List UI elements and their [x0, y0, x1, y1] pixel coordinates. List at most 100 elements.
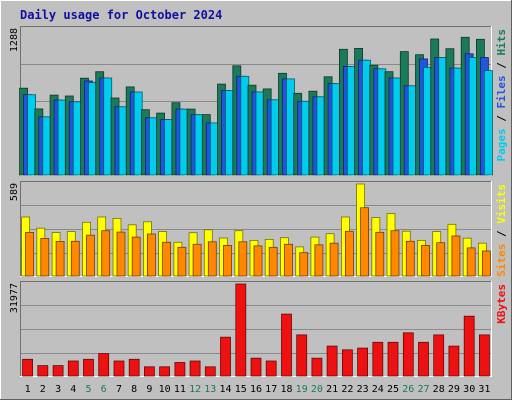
bar-kbytes-day-22	[341, 349, 353, 377]
bar-sites-day-14	[223, 244, 232, 277]
x-tick-day-31: 31	[478, 384, 490, 395]
legend-sites: Sites	[495, 244, 508, 277]
bar-kbytes-day-12	[189, 360, 201, 377]
x-tick-day-23: 23	[357, 384, 369, 395]
side-legend: KBytes	[495, 284, 508, 324]
x-tick-day-24: 24	[372, 384, 384, 395]
y-max-label: 589	[9, 183, 20, 201]
panel-kbytes: 31977 KBytes	[9, 281, 508, 377]
bar-pages-day-21	[331, 83, 341, 176]
legend-separator: /	[495, 115, 508, 129]
y-max-label: 31977	[9, 283, 20, 313]
bar-sites-day-21	[329, 242, 339, 277]
bar-kbytes-day-17	[265, 360, 277, 377]
bar-pages-day-25	[392, 77, 402, 176]
x-tick-day-7: 7	[116, 384, 122, 395]
bar-kbytes-day-1	[22, 358, 34, 377]
x-tick-day-16: 16	[250, 384, 262, 395]
y-max-label: 1288	[9, 28, 20, 52]
bar-kbytes-day-14	[220, 336, 231, 377]
bar-sites-day-9	[146, 233, 156, 277]
bar-sites-day-11	[177, 246, 187, 277]
x-tick-day-26: 26	[402, 384, 414, 395]
legend-kbytes: KBytes	[495, 284, 508, 324]
bar-sites-day-31	[481, 250, 491, 277]
bar-pages-day-2	[42, 116, 52, 176]
bar-sites-day-12	[192, 243, 202, 277]
bar-sites-day-26	[405, 240, 415, 277]
bar-kbytes-day-11	[174, 362, 186, 377]
legend-visits: Visits	[495, 184, 508, 230]
bar-pages-day-27	[423, 67, 432, 176]
bar-sites-day-1	[25, 231, 35, 277]
bar-kbytes-day-5	[83, 358, 94, 377]
bar-sites-day-17	[268, 246, 278, 277]
bar-pages-day-6	[103, 77, 113, 176]
bar-kbytes-day-20	[311, 357, 323, 377]
bar-sites-day-4	[70, 240, 80, 277]
bar-sites-day-5	[86, 234, 95, 277]
bar-kbytes-day-26	[402, 332, 414, 377]
x-tick-day-13: 13	[204, 384, 216, 395]
side-legend: Sites / Visits	[495, 184, 508, 277]
legend-hits: Hits	[495, 29, 508, 62]
x-tick-day-1: 1	[25, 384, 31, 395]
legend-separator: /	[495, 62, 508, 76]
bar-kbytes-day-13	[204, 366, 216, 377]
bar-sites-day-28	[436, 242, 446, 277]
x-tick-day-27: 27	[417, 384, 429, 395]
x-tick-day-28: 28	[433, 384, 445, 395]
bars	[22, 283, 490, 377]
bar-sites-day-30	[466, 247, 476, 277]
bar-kbytes-day-7	[113, 360, 125, 377]
bar-kbytes-day-25	[387, 341, 399, 377]
x-tick-day-11: 11	[174, 384, 186, 395]
x-tick-day-20: 20	[311, 384, 323, 395]
bar-kbytes-day-16	[250, 357, 262, 377]
bar-sites-day-2	[40, 238, 50, 277]
x-tick-day-5: 5	[85, 384, 91, 395]
x-tick-day-8: 8	[131, 384, 137, 395]
bar-pages-day-22	[346, 66, 356, 176]
bar-sites-day-16	[253, 245, 263, 277]
bar-pages-day-26	[407, 85, 417, 176]
bar-sites-day-25	[390, 230, 400, 277]
bar-sites-day-20	[314, 244, 324, 277]
bar-pages-day-10	[164, 119, 174, 176]
x-tick-day-2: 2	[40, 384, 46, 395]
x-tick-day-9: 9	[146, 384, 152, 395]
bar-sites-day-27	[421, 244, 430, 277]
bar-kbytes-day-4	[67, 360, 79, 377]
bar-kbytes-day-2	[37, 365, 49, 377]
bar-kbytes-day-19	[296, 334, 308, 377]
bar-sites-day-8	[131, 236, 141, 277]
x-tick-day-29: 29	[448, 384, 460, 395]
bar-sites-day-23	[360, 207, 370, 277]
x-tick-day-14: 14	[219, 384, 231, 395]
x-tick-day-21: 21	[326, 384, 338, 395]
bar-sites-day-15	[238, 241, 248, 277]
bar-sites-day-18	[284, 243, 293, 277]
bar-kbytes-day-28	[433, 334, 445, 377]
bar-kbytes-day-18	[281, 313, 292, 377]
bar-kbytes-day-27	[418, 341, 429, 377]
bar-sites-day-24	[375, 231, 385, 277]
legend-separator: /	[495, 230, 508, 244]
bar-kbytes-day-30	[463, 315, 475, 377]
bar-pages-day-17	[270, 99, 280, 176]
bar-kbytes-day-9	[143, 366, 155, 377]
x-tick-day-4: 4	[70, 384, 76, 395]
x-tick-day-19: 19	[296, 384, 308, 395]
panel-visits-sites: 589 Sites / Visits	[9, 181, 508, 277]
bar-kbytes-day-24	[372, 341, 384, 377]
bar-pages-day-3	[57, 99, 67, 176]
bar-sites-day-6	[101, 230, 111, 277]
bar-pages-day-9	[148, 117, 158, 176]
panel-hits-files-pages: 1288 Pages / Files / Hits	[9, 26, 508, 176]
x-axis-labels: 1 2 3 4 5 6 7 8 9 10 11 12 13 14 15 16 17 18 19 20 21 22 23 24 2…	[25, 384, 491, 395]
x-tick-day-12: 12	[189, 384, 201, 395]
bar-pages-day-1	[27, 94, 37, 176]
x-tick-day-18: 18	[280, 384, 292, 395]
bar-pages-day-16	[255, 91, 265, 176]
